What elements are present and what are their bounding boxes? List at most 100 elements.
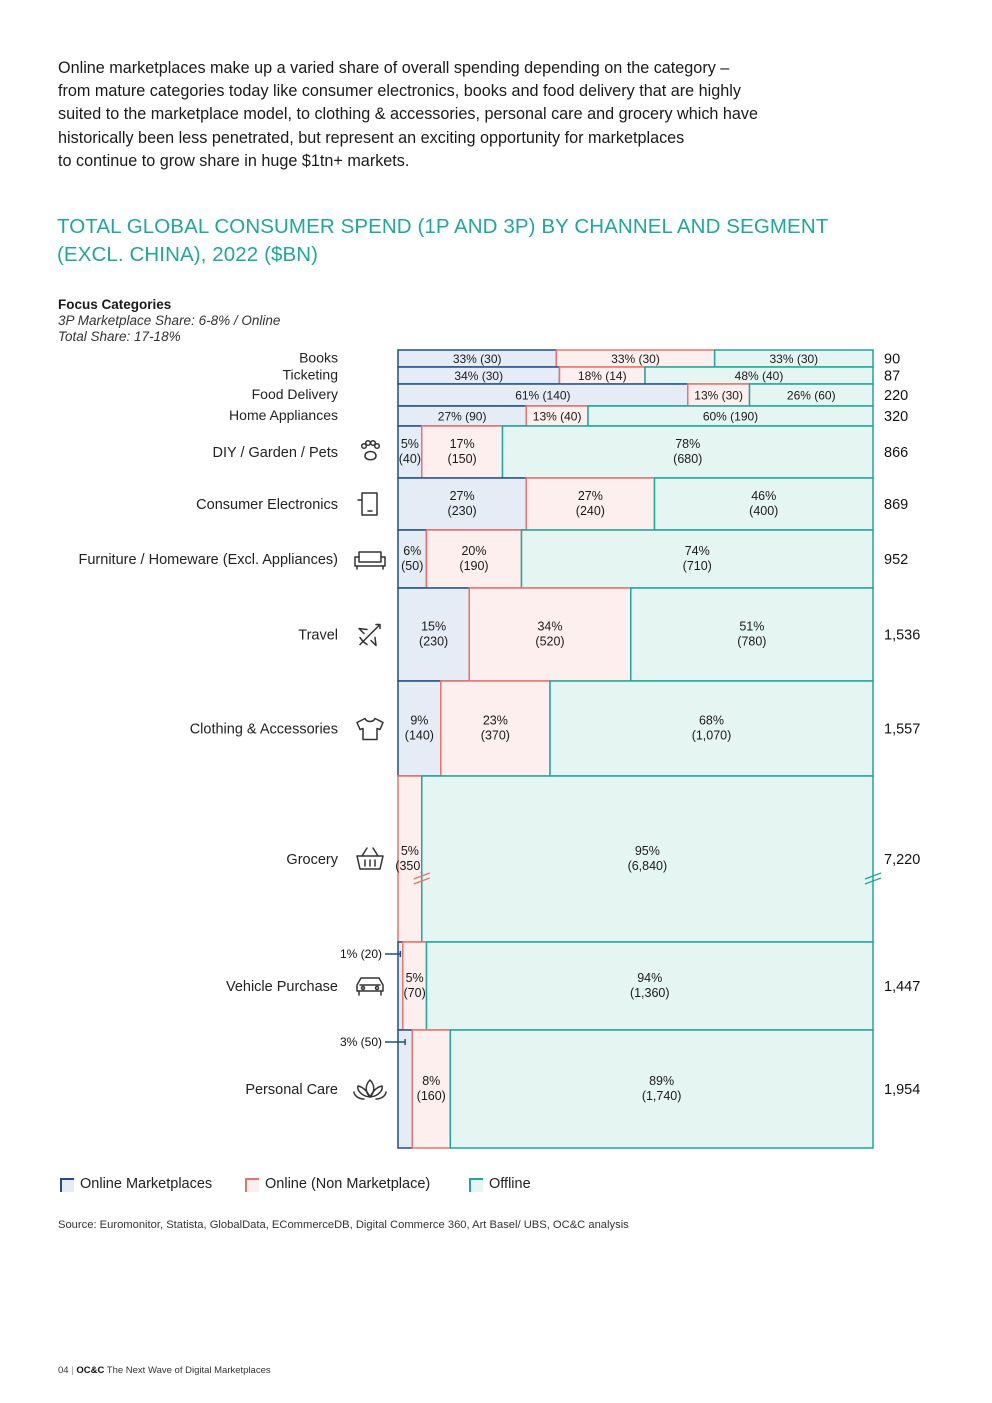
bar-segment (421, 775, 874, 943)
segment-percent: 20% (461, 544, 486, 558)
bar-segment (630, 587, 874, 682)
sofa-icon (354, 551, 386, 570)
segment-label: 33% (30) (453, 352, 502, 366)
category-total: 7,220 (884, 852, 920, 868)
category-total: 952 (884, 552, 908, 568)
category-label: Ticketing (282, 367, 338, 383)
airplane-icon (358, 623, 381, 647)
mekko-chart: 33% (30) 33% (30) 33% (30) Books 90 34% (30) 1… (79, 349, 920, 1149)
bar-segment (549, 680, 874, 777)
segment-percent: 74% (685, 544, 710, 558)
segment-label: 18% (14) (578, 369, 627, 383)
segment-label: 48% (40) (735, 369, 784, 383)
chart-title-line: (EXCL. CHINA), 2022 ($BN) (57, 243, 319, 266)
bar-segment (468, 587, 632, 682)
axis-break-mark (413, 872, 430, 885)
focus-line: Total Share: 17-18% (58, 329, 181, 344)
intro-paragraph: Online marketplaces make up a varied sha… (58, 57, 858, 173)
bar-segment (440, 680, 551, 777)
intro-line: from mature categories today like consum… (58, 82, 741, 101)
segment-percent: 27% (578, 489, 603, 503)
segment-value: (520) (535, 635, 564, 649)
segment-label: 33% (30) (611, 352, 660, 366)
chart-title-line: TOTAL GLOBAL CONSUMER SPEND (1P AND 3P) … (57, 215, 829, 238)
segment-value: (1,070) (692, 729, 732, 743)
legend-swatch (60, 1178, 74, 1192)
category-label: Food Delivery (252, 386, 338, 402)
segment-percent: 34% (537, 620, 562, 634)
footer-text: The Next Wave of Digital Marketplaces (106, 1365, 271, 1376)
bar-segment (397, 1029, 413, 1149)
segment-percent: 51% (739, 620, 764, 634)
category-label: Personal Care (245, 1082, 338, 1098)
segment-value: (50) (401, 559, 423, 573)
bar-segment (411, 1029, 451, 1149)
page-footer: 04 | OC&C The Next Wave of Digital Marke… (58, 1365, 271, 1376)
category-label: DIY / Garden / Pets (213, 445, 338, 461)
category-total: 866 (884, 445, 908, 461)
category-label: Home Appliances (229, 407, 338, 423)
segment-percent: 23% (483, 714, 508, 728)
bar-segment (397, 587, 470, 682)
segment-label: 61% (140) (515, 389, 570, 403)
segment-percent: 68% (699, 714, 724, 728)
bar-segment (653, 477, 874, 531)
category-label: Consumer Electronics (196, 497, 338, 513)
category-total: 1,557 (884, 722, 920, 738)
segment-percent: 89% (649, 1074, 674, 1088)
bar-segment (449, 1029, 874, 1149)
segment-label: 13% (30) (694, 389, 743, 403)
intro-line: suited to the marketplace model, to clot… (58, 105, 759, 124)
segment-value: (1,360) (630, 986, 670, 1000)
focus-line: 3P Marketplace Share: 6-8% / Online (58, 313, 281, 328)
tablet-icon (357, 492, 378, 516)
category-total: 1,536 (884, 628, 920, 644)
segment-percent: 78% (675, 437, 700, 451)
segment-value: (680) (673, 452, 702, 466)
intro-line: Online marketplaces make up a varied sha… (58, 59, 730, 77)
segment-value: (40) (399, 452, 421, 466)
legend-swatch (245, 1178, 259, 1192)
legend-label: Online (Non Marketplace) (265, 1176, 431, 1192)
source-note: Source: Euromonitor, Statista, GlobalDat… (58, 1219, 629, 1231)
segment-percent: 9% (410, 714, 428, 728)
legend-swatch (469, 1178, 483, 1192)
category-label: Books (299, 350, 338, 366)
segment-value: (350) (395, 859, 424, 873)
segment-value: (70) (404, 986, 426, 1000)
segment-value: (230) (448, 504, 477, 518)
brand-logo: OC&C (76, 1365, 105, 1376)
segment-percent: 95% (635, 844, 660, 858)
category-label: Travel (298, 628, 338, 644)
callout-label: 3% (50) (340, 1035, 382, 1049)
segment-percent: 15% (421, 620, 446, 634)
category-total: 220 (884, 388, 908, 404)
paw-icon (360, 439, 381, 461)
segment-label: 27% (90) (438, 410, 487, 424)
legend-label: Online Marketplaces (80, 1176, 213, 1192)
category-total: 320 (884, 409, 908, 425)
segment-value: (370) (481, 729, 510, 743)
focus-heading: Focus Categories (58, 297, 172, 312)
segment-percent: 5% (401, 844, 419, 858)
bar-segment (397, 477, 527, 531)
basket-icon (356, 847, 384, 870)
category-total: 90 (884, 352, 900, 368)
axis-break-mark (864, 872, 882, 885)
segment-percent: 6% (403, 544, 421, 558)
category-total: 1,954 (884, 1082, 920, 1098)
segment-label: 33% (30) (769, 352, 818, 366)
segment-label: 13% (40) (533, 410, 582, 424)
segment-label: 60% (190) (703, 410, 758, 424)
category-label: Vehicle Purchase (226, 979, 338, 995)
segment-percent: 17% (450, 437, 475, 451)
category-label: Clothing & Accessories (190, 722, 338, 738)
segment-percent: 46% (751, 489, 776, 503)
page-number: 04 (58, 1365, 69, 1376)
callout-label: 1% (20) (340, 947, 382, 961)
chart-title: TOTAL GLOBAL CONSUMER SPEND (1P AND 3P) … (57, 213, 937, 269)
segment-percent: 27% (450, 489, 475, 503)
segment-value: (240) (576, 504, 605, 518)
segment-value: (1,740) (642, 1089, 682, 1103)
focus-categories-note: Focus Categories 3P Marketplace Share: 6… (58, 297, 280, 345)
